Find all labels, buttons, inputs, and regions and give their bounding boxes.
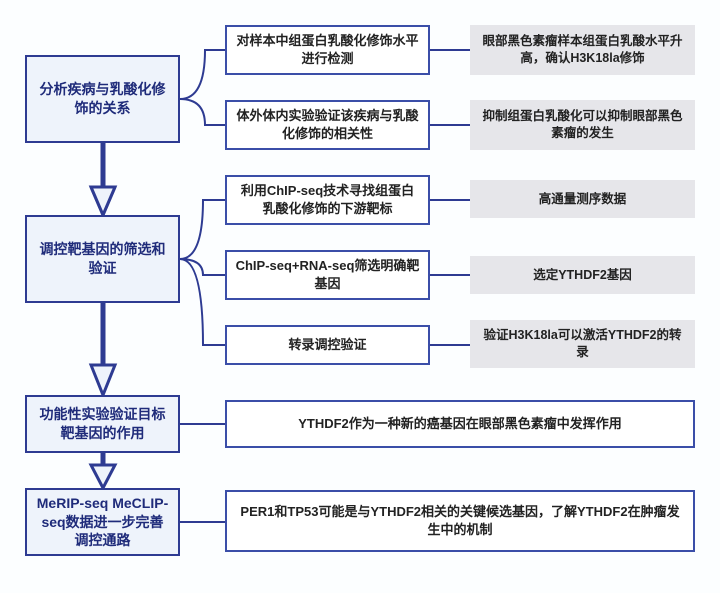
- mid-node-3: 利用ChIP-seq技术寻找组蛋白乳酸化修饰的下游靶标: [225, 175, 430, 225]
- main-node-2: 调控靶基因的筛选和验证: [25, 215, 180, 303]
- right-node-3-label: 高通量测序数据: [539, 191, 627, 208]
- right-node-4: 选定YTHDF2基因: [470, 256, 695, 294]
- right-node-4-label: 选定YTHDF2基因: [533, 267, 632, 284]
- mid-node-4-label: ChIP-seq+RNA-seq筛选明确靶基因: [235, 257, 420, 292]
- mid-node-6: YTHDF2作为一种新的癌基因在眼部黑色素瘤中发挥作用: [225, 400, 695, 448]
- flowchart-container: 分析疾病与乳酸化修饰的关系 调控靶基因的筛选和验证 功能性实验验证目标靶基因的作…: [0, 0, 720, 593]
- main-node-3: 功能性实验验证目标靶基因的作用: [25, 395, 180, 453]
- main-node-3-label: 功能性实验验证目标靶基因的作用: [35, 405, 170, 443]
- mid-node-5-label: 转录调控验证: [288, 336, 366, 354]
- mid-node-3-label: 利用ChIP-seq技术寻找组蛋白乳酸化修饰的下游靶标: [235, 182, 420, 217]
- mid-node-2: 体外体内实验验证该疾病与乳酸化修饰的相关性: [225, 100, 430, 150]
- arrow-2-3: [86, 303, 120, 395]
- mid-node-1: 对样本中组蛋白乳酸化修饰水平进行检测: [225, 25, 430, 75]
- main-node-4-label: MeRIP-seq MeCLIP-seq数据进一步完善调控通路: [35, 494, 170, 551]
- arrow-3-4: [86, 453, 120, 488]
- right-node-5: 验证H3K18la可以激活YTHDF2的转录: [470, 320, 695, 368]
- mid-node-4: ChIP-seq+RNA-seq筛选明确靶基因: [225, 250, 430, 300]
- main-node-2-label: 调控靶基因的筛选和验证: [35, 240, 170, 278]
- right-node-3: 高通量测序数据: [470, 180, 695, 218]
- main-node-1: 分析疾病与乳酸化修饰的关系: [25, 55, 180, 143]
- arrow-1-2: [86, 143, 120, 215]
- main-node-4: MeRIP-seq MeCLIP-seq数据进一步完善调控通路: [25, 488, 180, 556]
- right-node-2: 抑制组蛋白乳酸化可以抑制眼部黑色素瘤的发生: [470, 100, 695, 150]
- right-node-5-label: 验证H3K18la可以激活YTHDF2的转录: [478, 327, 687, 361]
- main-node-1-label: 分析疾病与乳酸化修饰的关系: [35, 80, 170, 118]
- right-node-2-label: 抑制组蛋白乳酸化可以抑制眼部黑色素瘤的发生: [478, 108, 687, 142]
- mid-node-2-label: 体外体内实验验证该疾病与乳酸化修饰的相关性: [235, 107, 420, 142]
- mid-node-7: PER1和TP53可能是与YTHDF2相关的关键候选基因，了解YTHDF2在肿瘤…: [225, 490, 695, 552]
- right-node-1: 眼部黑色素瘤样本组蛋白乳酸水平升高，确认H3K18la修饰: [470, 25, 695, 75]
- mid-node-7-label: PER1和TP53可能是与YTHDF2相关的关键候选基因，了解YTHDF2在肿瘤…: [235, 503, 685, 538]
- mid-node-6-label: YTHDF2作为一种新的癌基因在眼部黑色素瘤中发挥作用: [298, 415, 622, 433]
- mid-node-1-label: 对样本中组蛋白乳酸化修饰水平进行检测: [235, 32, 420, 67]
- mid-node-5: 转录调控验证: [225, 325, 430, 365]
- right-node-1-label: 眼部黑色素瘤样本组蛋白乳酸水平升高，确认H3K18la修饰: [478, 33, 687, 67]
